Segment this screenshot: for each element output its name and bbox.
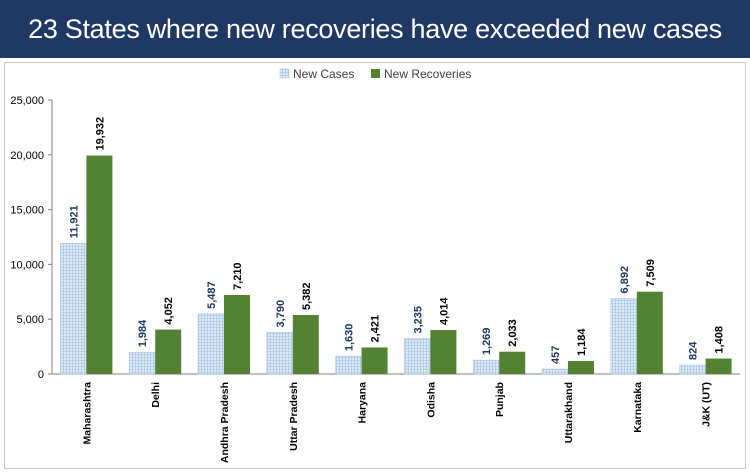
legend-swatch-new-recoveries [371,69,380,78]
x-tick-label: Karnataka [632,382,644,433]
data-label-new-recoveries: 4,014 [438,297,450,325]
bar-new-recoveries [86,155,113,374]
bar-new-cases [404,338,431,375]
bar-new-cases [197,313,225,375]
title-banner: 23 States where new recoveries have exce… [0,0,750,58]
data-label-new-cases: 1,630 [344,324,356,352]
legend-swatch-new-cases [279,68,290,79]
data-label-new-recoveries: 5,382 [301,282,313,310]
data-labels: 11,921 19,932 1,984 4,052 5,487 7,210 3,790 5,3… [68,117,725,364]
x-tick-label: Odisha [425,382,437,418]
y-tick-label: 10,000 [10,259,44,271]
bar-new-recoveries [568,361,594,374]
x-tick-label: J&K (UT) [701,382,713,427]
data-label-new-cases: 3,790 [275,300,287,328]
bar-new-cases [128,352,156,375]
legend-label-new-recoveries: New Recoveries [384,67,471,81]
y-tick-label: 15,000 [10,205,44,217]
x-tick-label: Uttarakhand [563,382,575,443]
data-label-new-recoveries: 19,932 [94,117,106,151]
data-label-new-cases: 3,235 [412,306,424,334]
bar-new-recoveries [155,329,182,374]
data-label-new-recoveries: 1,184 [576,328,588,356]
bar-new-recoveries [499,351,526,374]
x-tick-label: Haryana [357,382,369,424]
chart-title: 23 States where new recoveries have exce… [28,13,722,44]
x-axis-labels: Maharashtra Delhi Andhra Pradesh Uttar Prad… [81,382,712,463]
y-tick-label: 25,000 [10,95,44,107]
bar-new-cases [610,298,638,375]
data-label-new-recoveries: 7,509 [645,259,657,287]
x-tick-label: Delhi [150,382,162,408]
bar-new-recoveries [361,347,388,374]
x-tick-label: Uttar Pradesh [288,382,300,451]
data-label-new-cases: 11,921 [68,205,80,238]
data-label-new-cases: 824 [688,341,700,360]
data-label-new-cases: 1,984 [137,319,149,347]
bars [60,155,732,375]
data-label-new-cases: 6,892 [619,266,631,294]
bar-new-recoveries [224,294,250,374]
data-label-new-recoveries: 2,033 [507,319,519,347]
data-label-new-cases: 457 [550,346,562,364]
data-label-new-cases: 5,487 [206,281,218,309]
data-label-new-cases: 1,269 [481,328,493,356]
data-label-new-recoveries: 4,052 [163,297,175,325]
bar-new-recoveries [430,330,457,374]
x-tick-label: Maharashtra [81,382,93,445]
bar-new-cases [541,368,569,375]
data-label-new-recoveries: 7,210 [232,262,244,290]
bar-new-recoveries [705,358,732,374]
x-tick-label: Andhra Pradesh [219,382,231,463]
bar-new-cases [60,243,87,375]
bar-new-cases [679,364,706,375]
legend-label-new-cases: New Cases [293,67,354,81]
legend: New Cases New Recoveries [279,67,471,81]
y-tick-label: 5,000 [16,314,44,326]
data-label-new-recoveries: 1,408 [714,326,726,354]
bar-new-cases [472,359,500,375]
y-tick-label: 0 [38,369,44,381]
bar-new-cases [335,355,362,375]
x-tick-label: Punjab [494,382,506,417]
bar-new-cases [266,332,294,375]
y-tick-label: 20,000 [10,150,44,162]
y-axis: 0 5,000 10,000 15,000 20,000 25,000 [10,95,740,381]
bar-new-recoveries [292,315,319,374]
chart-frame [4,62,746,469]
bar-new-recoveries [636,291,663,374]
data-label-new-recoveries: 2,421 [370,315,382,343]
